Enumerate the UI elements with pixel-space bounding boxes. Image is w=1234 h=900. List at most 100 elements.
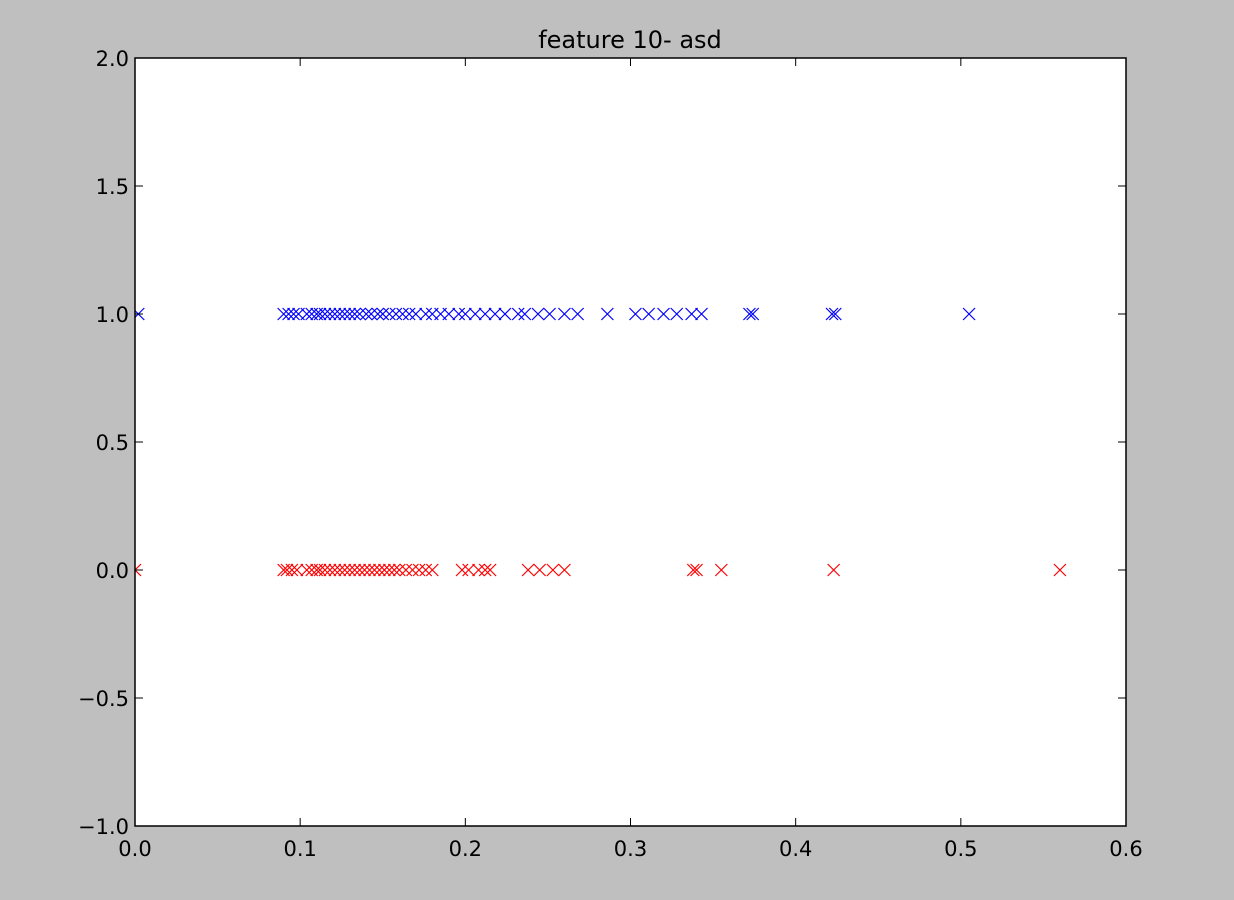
- data-point-series-0: [558, 563, 571, 577]
- y-tick-labels: −1.0 −0.5 0.0 0.5 1.0 1.5 2.0: [78, 47, 129, 839]
- data-point-series-0: [358, 563, 372, 577]
- data-point-series-1: [318, 307, 332, 321]
- data-point-series-0: [387, 563, 401, 577]
- data-point-series-0: [686, 563, 700, 577]
- data-point-series-0: [392, 563, 406, 577]
- data-point-series-1: [409, 307, 423, 321]
- data-point-series-0: [412, 563, 426, 577]
- data-point-series-1: [364, 307, 378, 321]
- data-point-series-0: [343, 563, 357, 577]
- data-point-series-0: [333, 563, 347, 577]
- data-point-series-1: [488, 307, 502, 321]
- y-tick-label: 1.5: [96, 175, 129, 199]
- data-point-series-0: [827, 563, 841, 577]
- axis-ticks: [134, 57, 1127, 827]
- data-point-series-1: [670, 307, 684, 321]
- data-point-series-0: [338, 563, 352, 577]
- data-point-series-0: [313, 563, 327, 577]
- data-point-series-0: [363, 563, 376, 577]
- data-point-series-1: [685, 307, 699, 321]
- data-point-series-0: [353, 563, 367, 577]
- data-point-series-1: [558, 307, 571, 321]
- data-point-series-0: [280, 563, 294, 577]
- x-tick-label: 0.3: [614, 837, 647, 861]
- data-point-series-1: [531, 307, 545, 321]
- data-point-series-0: [462, 563, 476, 577]
- data-point-series-1: [458, 307, 472, 321]
- data-point-series-0: [483, 563, 497, 577]
- data-point-series-0: [472, 563, 485, 577]
- data-point-series-0: [368, 563, 381, 577]
- data-point-series-0: [290, 563, 304, 577]
- data-point-series-1: [742, 307, 756, 321]
- y-tick-label: 0.5: [96, 431, 129, 455]
- data-point-series-1: [287, 307, 300, 321]
- data-point-series-1: [402, 307, 416, 321]
- data-point-series-1: [511, 307, 525, 321]
- data-point-series-1: [518, 307, 532, 321]
- data-point-series-0: [419, 563, 433, 577]
- data-point-series-0: [425, 563, 439, 577]
- data-point-series-0: [373, 563, 386, 577]
- y-tick-label: 1.0: [96, 303, 129, 327]
- data-point-series-0: [546, 563, 560, 577]
- data-point-series-1: [376, 307, 390, 321]
- data-point-series-1: [478, 307, 492, 321]
- x-tick-label: 0.5: [944, 837, 977, 861]
- data-points: [135, 307, 1067, 577]
- data-point-series-0: [300, 563, 314, 577]
- data-point-series-1: [338, 307, 352, 321]
- x-tick-label: 0.6: [1109, 837, 1142, 861]
- data-point-series-0: [533, 563, 547, 577]
- data-point-series-0: [399, 563, 413, 577]
- data-point-series-1: [371, 307, 385, 321]
- data-point-series-1: [389, 307, 403, 321]
- data-point-series-0: [690, 563, 703, 577]
- data-point-series-0: [318, 563, 332, 577]
- data-point-series-1: [642, 307, 656, 321]
- data-point-series-1: [343, 307, 357, 321]
- x-tick-label: 0.2: [449, 837, 482, 861]
- data-point-series-1: [277, 307, 291, 321]
- data-point-series-1: [282, 307, 296, 321]
- y-tick-label: −1.0: [78, 815, 129, 839]
- data-point-series-0: [285, 563, 299, 577]
- chart-title: feature 10- asd: [538, 26, 722, 54]
- data-point-series-1: [333, 307, 347, 321]
- data-point-series-1: [323, 307, 337, 321]
- data-point-series-1: [571, 307, 585, 321]
- data-point-series-1: [452, 307, 466, 321]
- data-point-series-0: [714, 563, 728, 577]
- data-point-series-0: [348, 563, 362, 577]
- data-point-series-1: [300, 307, 314, 321]
- data-point-series-0: [521, 563, 535, 577]
- data-point-series-0: [323, 563, 337, 577]
- data-point-series-1: [382, 307, 396, 321]
- data-point-series-1: [468, 307, 482, 321]
- data-point-series-1: [348, 307, 362, 321]
- data-point-series-1: [328, 307, 342, 321]
- data-point-series-1: [962, 307, 976, 321]
- y-tick-label: 0.0: [96, 559, 129, 583]
- data-point-series-1: [442, 307, 456, 321]
- data-point-series-0: [382, 563, 396, 577]
- data-point-series-0: [135, 563, 142, 577]
- data-point-series-0: [478, 563, 492, 577]
- data-point-series-1: [695, 307, 708, 321]
- x-tick-labels: 0.0 0.1 0.2 0.3 0.4 0.5 0.6: [118, 837, 1142, 861]
- data-point-series-1: [543, 307, 556, 321]
- y-tick-label: 2.0: [96, 47, 129, 71]
- data-point-series-1: [825, 307, 839, 321]
- data-point-series-0: [328, 563, 342, 577]
- data-point-series-0: [406, 563, 419, 577]
- data-point-series-1: [746, 307, 760, 321]
- data-point-series-1: [313, 307, 327, 321]
- data-point-series-1: [419, 307, 433, 321]
- data-point-series-1: [498, 307, 512, 321]
- data-point-series-1: [629, 307, 642, 321]
- data-point-series-1: [396, 307, 409, 321]
- data-point-series-0: [377, 563, 391, 577]
- data-point-series-1: [657, 307, 670, 321]
